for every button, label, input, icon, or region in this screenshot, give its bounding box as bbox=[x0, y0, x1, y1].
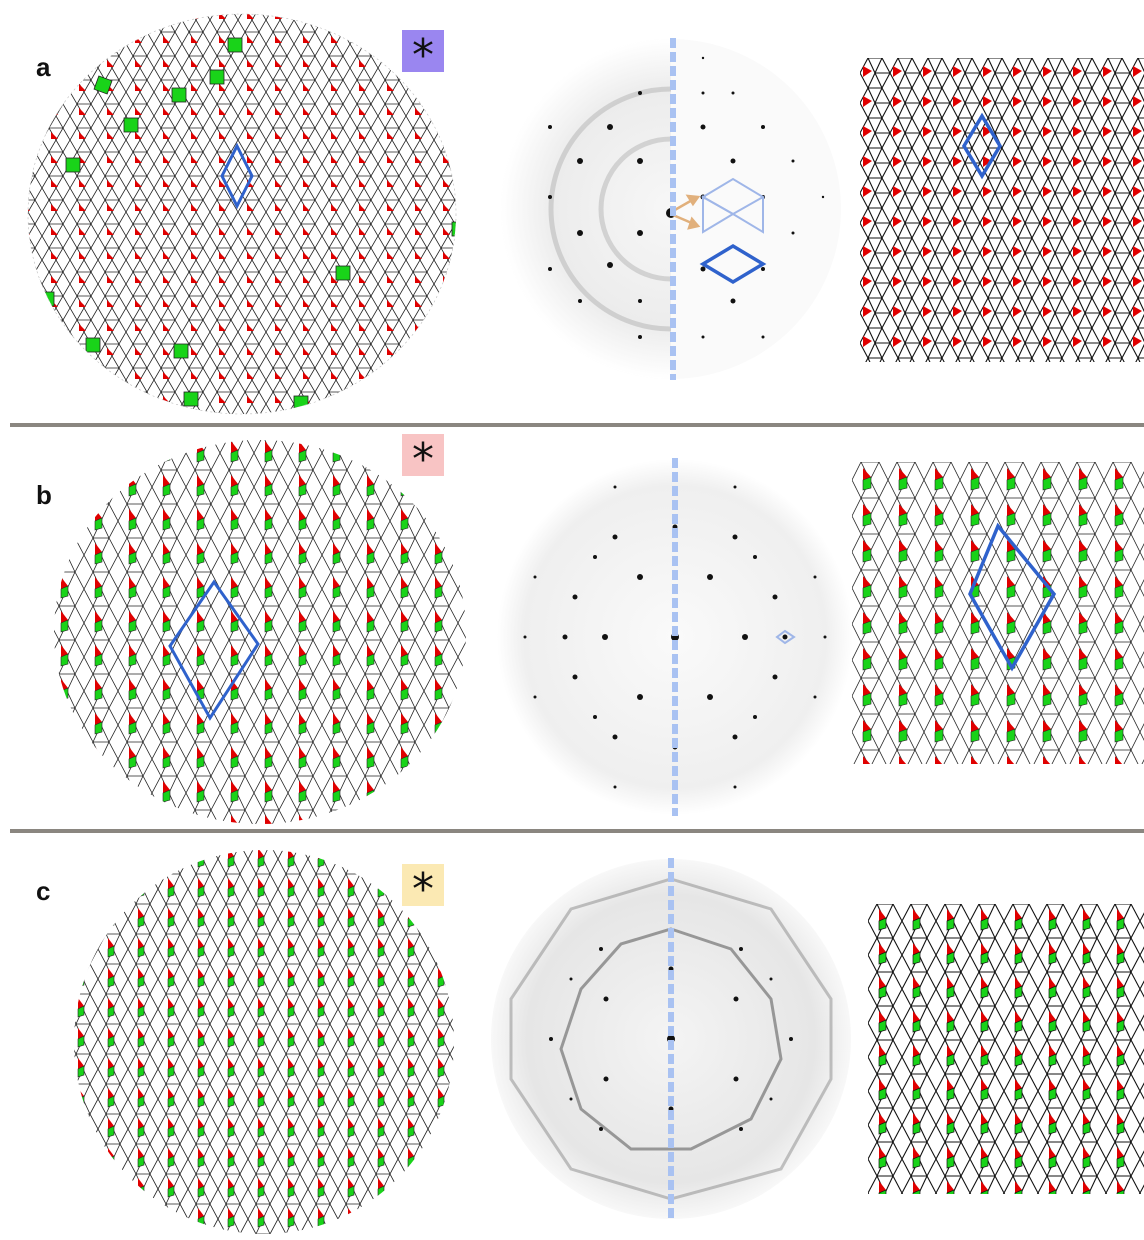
tiling-pattern-c bbox=[868, 904, 1144, 1194]
diffraction-pattern-c bbox=[491, 858, 851, 1220]
asterisk-marker-b: * bbox=[402, 434, 444, 485]
asterisk-marker-c: * bbox=[402, 864, 444, 915]
tiling-pattern-b bbox=[852, 462, 1144, 764]
asterisk-marker-a: * bbox=[402, 30, 444, 81]
panel-label-c: c bbox=[36, 876, 51, 906]
tiling-pattern-a bbox=[860, 58, 1144, 362]
tiling-circle-b bbox=[54, 440, 466, 824]
unit-cell-rhombus-b-left bbox=[168, 579, 260, 721]
unit-cell-rhombus-b-right bbox=[968, 522, 1057, 672]
panel-label-a: a bbox=[36, 52, 51, 82]
tiling-circle-a bbox=[27, 13, 457, 415]
unit-cell-rhombus-a-right bbox=[961, 112, 1003, 180]
panel-label-b: b bbox=[36, 480, 52, 510]
separator-ab bbox=[10, 423, 1144, 427]
separator-bc bbox=[10, 829, 1144, 833]
unit-cell-rhombus-a-left bbox=[220, 142, 254, 210]
diffraction-pattern-a bbox=[501, 38, 841, 380]
tiling-circle-c bbox=[74, 850, 454, 1234]
diffraction-pattern-b bbox=[497, 458, 853, 816]
panel-c: c * bbox=[0, 834, 1144, 1240]
panel-b: b * bbox=[0, 428, 1144, 828]
panel-a: a * bbox=[0, 0, 1144, 420]
